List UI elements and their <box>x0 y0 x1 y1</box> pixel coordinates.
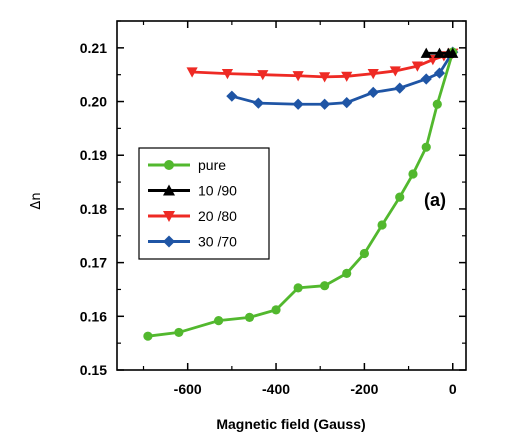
series-line <box>231 51 454 106</box>
axis-ticks: -600 -400 -200 0 0.15 0.16 0.17 0.18 0.19 0.20 0.2… <box>80 20 466 397</box>
y-tick-label: 0.21 <box>80 40 107 56</box>
data-point <box>292 71 304 82</box>
data-point <box>341 97 353 109</box>
y-tick-label: 0.19 <box>80 147 107 163</box>
data-point <box>447 47 459 58</box>
legend-label: 30 /70 <box>198 234 237 250</box>
data-point <box>433 47 446 58</box>
data-point <box>186 67 198 78</box>
legend-marker <box>163 211 175 222</box>
x-tick-label: 0 <box>449 381 457 397</box>
data-point <box>214 316 224 326</box>
data-point <box>244 312 255 322</box>
y-tick-label: 0.17 <box>80 255 107 271</box>
data-point <box>292 98 304 110</box>
legend-label: pure <box>198 157 226 173</box>
legend-marker <box>163 235 175 248</box>
series-2 <box>186 48 459 83</box>
annotation-label: (a) <box>424 190 446 210</box>
y-tick-label: 0.18 <box>80 201 107 217</box>
series-layer <box>143 46 459 341</box>
series-0 <box>143 47 458 341</box>
data-point <box>221 69 234 80</box>
data-point <box>420 73 432 85</box>
data-point <box>271 305 281 315</box>
data-point <box>432 99 442 109</box>
data-point <box>377 220 387 230</box>
data-point <box>226 90 238 102</box>
data-point <box>395 192 405 202</box>
legend-marker <box>163 184 175 196</box>
data-point <box>342 268 352 278</box>
data-point <box>367 86 379 99</box>
x-tick-label: -600 <box>174 381 202 397</box>
data-point <box>341 71 353 82</box>
legend-label: 10 /90 <box>198 183 237 199</box>
data-point <box>319 98 331 110</box>
data-point <box>367 69 379 80</box>
y-tick-label: 0.16 <box>80 308 107 324</box>
data-point <box>293 283 303 293</box>
data-point <box>257 70 269 81</box>
data-point <box>408 169 418 179</box>
data-point <box>143 331 153 341</box>
data-point <box>389 66 401 77</box>
legend-marker <box>164 160 174 170</box>
y-axis-title: Δn <box>29 192 44 209</box>
data-point <box>394 82 406 94</box>
y-tick-label: 0.15 <box>80 362 107 378</box>
data-point <box>319 72 331 83</box>
data-point <box>252 97 264 109</box>
legend-label: 20 /80 <box>198 208 237 224</box>
legend: pure 10 /90 20 /80 30 /70 <box>138 147 270 260</box>
data-point <box>174 327 184 338</box>
data-point <box>411 61 424 72</box>
series-1 <box>420 47 459 58</box>
data-point <box>359 248 369 259</box>
x-tick-label: -200 <box>350 381 378 397</box>
data-point <box>433 67 446 79</box>
data-point <box>421 142 431 152</box>
x-axis-title: Magnetic field (Gauss) <box>216 416 365 432</box>
plot-frame <box>116 20 467 371</box>
y-tick-label: 0.20 <box>80 94 107 110</box>
data-point <box>320 281 330 291</box>
x-tick-label: -400 <box>262 381 290 397</box>
data-point <box>420 47 432 58</box>
